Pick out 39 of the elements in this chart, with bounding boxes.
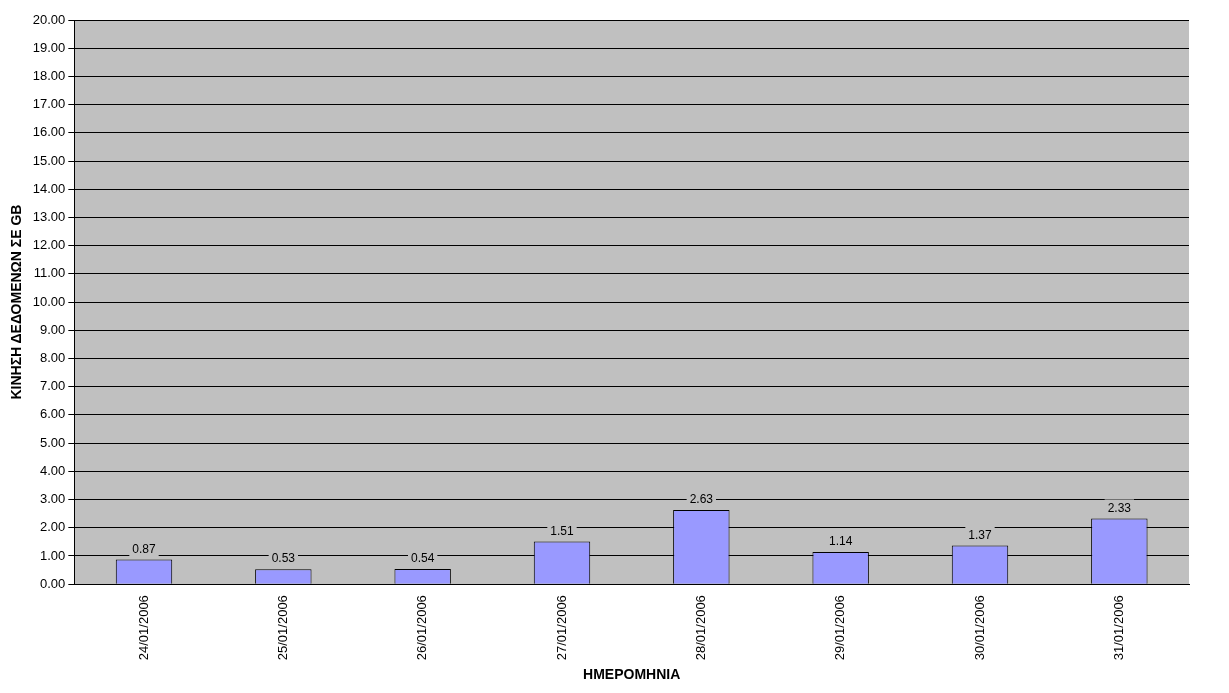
y-tick-label: 8.00 bbox=[40, 350, 66, 366]
y-tick-label: 14.00 bbox=[32, 180, 66, 196]
x-tick-label: 25/01/2006 bbox=[274, 595, 290, 661]
y-tick-label: 4.00 bbox=[40, 462, 66, 478]
data-label: 2.63 bbox=[689, 492, 714, 507]
y-tick-label: 12.00 bbox=[32, 237, 66, 253]
y-tick-label: 3.00 bbox=[40, 491, 66, 507]
y-tick-label: 11.00 bbox=[33, 265, 66, 281]
y-tick-label: 9.00 bbox=[40, 321, 66, 337]
data-label: 0.53 bbox=[271, 551, 296, 566]
y-axis-title: ΚΙΝΗΣΗ ΔΕΔΟΜΕΝΩΝ ΣΕ GB bbox=[8, 204, 25, 400]
data-label: 0.54 bbox=[410, 551, 435, 566]
y-tick-label: 6.00 bbox=[40, 406, 66, 422]
y-tick-label: 18.00 bbox=[32, 67, 66, 83]
x-tick-label: 26/01/2006 bbox=[414, 595, 430, 661]
x-tick-label: 24/01/2006 bbox=[135, 595, 151, 661]
x-tick-label: 29/01/2006 bbox=[832, 595, 848, 661]
y-tick-label: 17.00 bbox=[32, 96, 66, 112]
data-label: 1.14 bbox=[828, 534, 853, 549]
y-tick-label: 7.00 bbox=[40, 378, 66, 394]
x-tick-label: 28/01/2006 bbox=[692, 595, 708, 661]
x-tick-label: 31/01/2006 bbox=[1110, 595, 1126, 661]
y-tick-label: 19.00 bbox=[32, 39, 66, 55]
y-tick-label: 5.00 bbox=[40, 434, 66, 450]
data-label: 0.87 bbox=[132, 541, 156, 556]
x-axis-title: ΗΜΕΡΟΜΗΝΙΑ bbox=[583, 666, 681, 683]
y-tick-label: 2.00 bbox=[40, 519, 66, 535]
data-label: 2.33 bbox=[1107, 500, 1132, 515]
y-tick-label: 16.00 bbox=[32, 124, 66, 140]
y-tick-label: 15.00 bbox=[32, 152, 66, 168]
y-tick-label: 0.00 bbox=[40, 575, 66, 591]
y-tick-label: 10.00 bbox=[32, 293, 66, 309]
data-label: 1.37 bbox=[968, 527, 992, 542]
x-tick-label: 27/01/2006 bbox=[553, 595, 569, 661]
y-tick-label: 13.00 bbox=[32, 209, 66, 225]
y-tick-label: 20.00 bbox=[32, 11, 66, 27]
x-tick-label: 30/01/2006 bbox=[971, 595, 987, 661]
y-tick-label: 1.00 bbox=[40, 547, 66, 563]
data-label: 1.51 bbox=[550, 523, 574, 538]
